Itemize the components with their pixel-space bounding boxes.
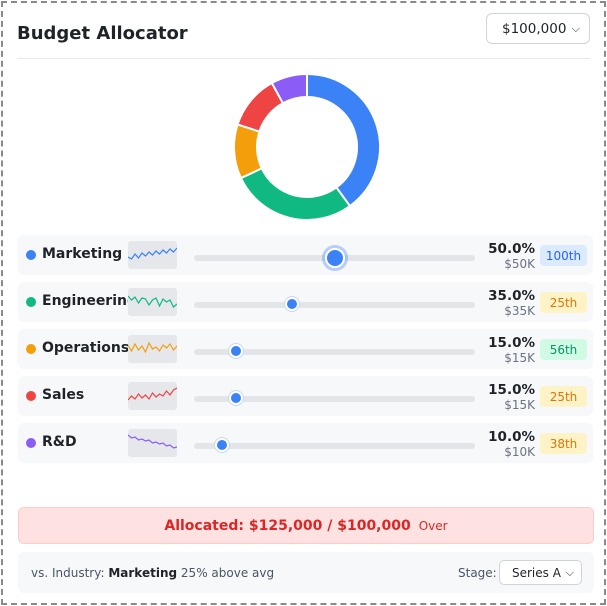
allocation-total: Allocated: $125,000 / $100,000 [164, 517, 411, 534]
stage-label: Stage: [458, 566, 497, 580]
slider-thumb[interactable] [285, 297, 300, 311]
category-name: Operations [42, 340, 130, 356]
category-percent: 50.0% [488, 241, 535, 257]
donut-slice-operations [233, 123, 264, 180]
slider-thumb[interactable] [229, 344, 244, 358]
chevron-down-icon: ⌵ [565, 565, 574, 579]
category-percent: 35.0% [488, 288, 535, 304]
allocation-slider[interactable] [194, 438, 475, 452]
percentile-badge: 100th [540, 245, 587, 266]
percentile-badge: 25th [540, 292, 587, 313]
category-row-operations: Operations 15.0% $15K 56th [18, 329, 593, 369]
header: Budget Allocator $100,000 ⌵ [17, 13, 590, 59]
category-color-dot [26, 250, 36, 260]
allocation-banner: Allocated: $125,000 / $100,000 Over [18, 507, 594, 544]
category-amount: $50K [504, 257, 535, 271]
category-name: Marketing [42, 246, 123, 262]
allocation-slider[interactable] [194, 297, 475, 311]
allocation-slider[interactable] [194, 344, 475, 358]
allocation-donut-chart [233, 72, 381, 221]
slider-thumb[interactable] [324, 248, 345, 268]
page-title: Budget Allocator [17, 23, 188, 44]
category-percent: 10.0% [488, 429, 535, 445]
industry-comparison: vs. Industry: Marketing 25% above avg [31, 566, 274, 580]
percentile-badge: 38th [540, 433, 587, 454]
category-amount: $15K [504, 398, 535, 412]
trend-sparkline [128, 382, 177, 410]
donut-slice-marketing [306, 72, 381, 208]
category-amount: $35K [504, 304, 535, 318]
chevron-down-icon: ⌵ [571, 21, 580, 35]
percentile-badge: 25th [540, 386, 587, 407]
slider-thumb[interactable] [229, 391, 244, 405]
trend-sparkline [128, 288, 177, 316]
category-row-rnd: R&D 10.0% $10K 38th [18, 423, 593, 463]
category-amount: $10K [504, 445, 535, 459]
category-color-dot [26, 344, 36, 354]
donut-segments [233, 72, 381, 221]
stage-select-value: Series A [512, 565, 561, 580]
category-color-dot [26, 297, 36, 307]
category-list: Marketing 50.0% $50K 100th Engineering 35.0% $… [18, 235, 593, 470]
trend-sparkline [128, 241, 177, 269]
stage-select[interactable]: Series A ⌵ [499, 560, 582, 585]
comparison-prefix: vs. Industry: [31, 566, 105, 580]
trend-sparkline [128, 429, 177, 457]
category-row-sales: Sales 15.0% $15K 25th [18, 376, 593, 416]
industry-comparison-bar: vs. Industry: Marketing 25% above avg St… [18, 552, 594, 593]
category-color-dot [26, 438, 36, 448]
trend-sparkline [128, 335, 177, 363]
slider-thumb[interactable] [215, 438, 230, 452]
category-name: R&D [42, 434, 77, 450]
percentile-badge: 56th [540, 339, 587, 360]
donut-slice-rnd [270, 72, 308, 105]
allocation-slider[interactable] [194, 248, 475, 268]
category-percent: 15.0% [488, 382, 535, 398]
donut-slice-engineering [239, 166, 352, 221]
allocation-status: Over [418, 518, 448, 533]
category-row-engineering: Engineering 35.0% $35K 25th [18, 282, 593, 322]
budget-select-value: $100,000 [502, 20, 567, 37]
category-row-marketing: Marketing 50.0% $50K 100th [18, 235, 593, 275]
budget-select[interactable]: $100,000 ⌵ [486, 13, 590, 44]
category-color-dot [26, 391, 36, 401]
allocation-slider[interactable] [194, 391, 475, 405]
comparison-category: Marketing [108, 566, 178, 580]
category-percent: 15.0% [488, 335, 535, 351]
category-name: Engineering [42, 293, 137, 309]
comparison-result: 25% above avg [180, 566, 275, 580]
category-name: Sales [42, 387, 85, 403]
category-amount: $15K [504, 351, 535, 365]
